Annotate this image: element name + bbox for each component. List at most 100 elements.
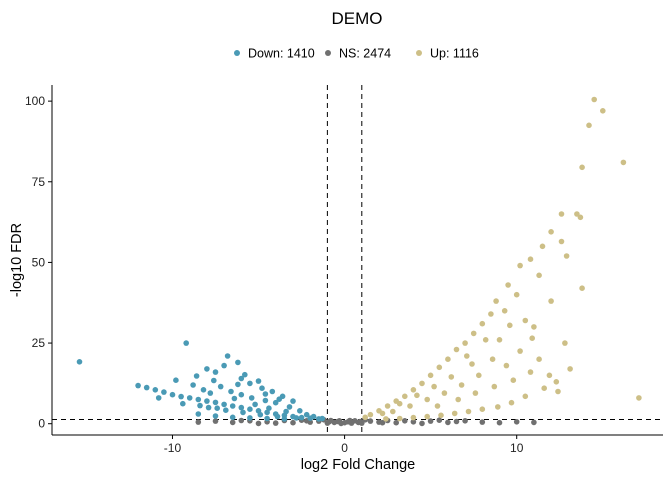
data-point	[229, 414, 236, 421]
data-point	[531, 419, 537, 426]
data-point	[469, 361, 475, 367]
data-point	[247, 415, 253, 421]
data-point	[591, 96, 597, 103]
legend-key	[234, 50, 240, 56]
data-point	[536, 356, 542, 363]
data-point	[436, 364, 443, 371]
data-point	[238, 404, 245, 411]
data-point	[441, 390, 448, 396]
y-tick-label: 25	[32, 336, 46, 350]
data-point	[491, 383, 498, 390]
data-point	[207, 390, 214, 396]
data-point	[577, 214, 584, 221]
chart-title: DEMO	[332, 9, 383, 28]
x-axis-title: log2 Fold Change	[301, 457, 415, 473]
data-point	[252, 401, 258, 408]
data-point	[367, 418, 374, 424]
data-point	[476, 372, 482, 379]
data-point	[419, 380, 425, 387]
data-point	[259, 385, 265, 392]
data-point	[383, 416, 389, 422]
data-point	[507, 322, 513, 329]
data-point	[527, 369, 534, 375]
data-point	[283, 408, 289, 415]
data-point	[362, 414, 369, 421]
data-point	[264, 415, 270, 422]
data-point	[458, 382, 465, 388]
data-point	[453, 418, 460, 425]
data-point	[553, 379, 560, 385]
legend-key	[416, 50, 422, 56]
data-point	[195, 411, 202, 417]
data-point	[272, 420, 279, 426]
data-point	[76, 359, 83, 365]
data-point	[143, 384, 150, 391]
data-point	[204, 398, 210, 404]
data-point	[319, 415, 326, 422]
data-point	[479, 419, 486, 425]
legend-key	[325, 50, 331, 56]
legend-label: Down: 1410	[248, 47, 315, 61]
data-point	[527, 256, 534, 263]
y-tick-label: 50	[32, 255, 46, 269]
y-axis-ticks: 0 25 50 75 100	[25, 94, 52, 431]
data-point	[212, 418, 219, 424]
data-point	[455, 396, 462, 403]
data-point	[379, 410, 386, 417]
data-point	[229, 419, 236, 426]
data-point	[238, 391, 245, 398]
data-point	[558, 238, 565, 245]
data-point	[272, 399, 279, 406]
data-point	[562, 340, 568, 346]
data-point	[427, 418, 434, 424]
data-point	[229, 403, 236, 409]
data-point	[183, 340, 189, 346]
data-point	[298, 414, 305, 421]
data-point	[274, 413, 281, 420]
data-point	[567, 366, 573, 372]
data-point	[462, 418, 468, 424]
data-point	[180, 400, 186, 407]
data-point	[238, 417, 245, 424]
data-point	[407, 403, 413, 409]
data-point	[152, 387, 159, 393]
data-point	[495, 404, 501, 410]
data-point	[522, 393, 529, 400]
data-point	[434, 403, 441, 409]
data-point	[522, 317, 529, 324]
data-point	[212, 399, 219, 406]
data-point	[531, 324, 537, 330]
data-point	[242, 371, 248, 378]
data-point	[297, 408, 303, 414]
data-point	[247, 380, 253, 387]
data-point	[410, 387, 417, 393]
data-point	[211, 377, 217, 384]
data-point	[517, 348, 523, 354]
data-point	[379, 419, 386, 426]
data-points	[76, 96, 642, 427]
data-point	[445, 356, 451, 363]
data-point	[496, 337, 503, 343]
data-point	[536, 272, 542, 279]
data-point	[293, 415, 300, 421]
data-point	[448, 374, 455, 380]
data-point	[248, 395, 255, 401]
data-point	[548, 229, 554, 235]
data-point	[620, 159, 627, 166]
data-point	[195, 419, 202, 425]
data-point	[310, 413, 317, 420]
data-point	[231, 395, 238, 402]
data-point	[384, 403, 391, 409]
data-point	[600, 108, 606, 114]
data-point	[193, 373, 200, 379]
data-point	[503, 362, 510, 369]
x-tick-label: -10	[164, 441, 182, 455]
data-point	[262, 397, 269, 404]
data-point	[508, 399, 515, 406]
data-point	[517, 262, 523, 269]
data-point	[204, 366, 210, 372]
data-point	[479, 406, 486, 413]
data-point	[186, 395, 193, 401]
data-point	[228, 388, 234, 395]
